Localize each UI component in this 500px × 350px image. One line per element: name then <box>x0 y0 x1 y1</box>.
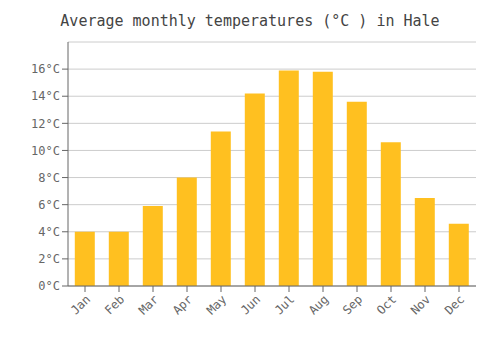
svg-text:May: May <box>204 292 229 317</box>
svg-text:0°C: 0°C <box>38 279 60 293</box>
svg-text:4°C: 4°C <box>38 225 60 239</box>
svg-text:Dec: Dec <box>442 292 467 317</box>
svg-text:10°C: 10°C <box>31 144 60 158</box>
svg-text:Sep: Sep <box>340 292 365 317</box>
svg-text:Jan: Jan <box>68 292 93 317</box>
svg-text:Aug: Aug <box>306 292 331 317</box>
svg-text:Nov: Nov <box>408 292 433 317</box>
svg-text:Feb: Feb <box>102 292 127 317</box>
svg-text:Jun: Jun <box>238 292 263 317</box>
svg-text:Mar: Mar <box>136 292 161 317</box>
svg-text:8°C: 8°C <box>38 171 60 185</box>
html-text:Average monthly temperatures (: Average monthly temperatures (°C ) in Ha… <box>60 12 440 30</box>
svg-text:6°C: 6°C <box>38 198 60 212</box>
svg-text:14°C: 14°C <box>31 89 60 103</box>
svg-text:12°C: 12°C <box>31 117 60 131</box>
svg-text:Jul: Jul <box>272 292 297 317</box>
svg-text:16°C: 16°C <box>31 62 60 76</box>
svg-text:2°C: 2°C <box>38 252 60 266</box>
svg-text:Apr: Apr <box>170 292 195 317</box>
svg-text:Oct: Oct <box>374 292 399 317</box>
